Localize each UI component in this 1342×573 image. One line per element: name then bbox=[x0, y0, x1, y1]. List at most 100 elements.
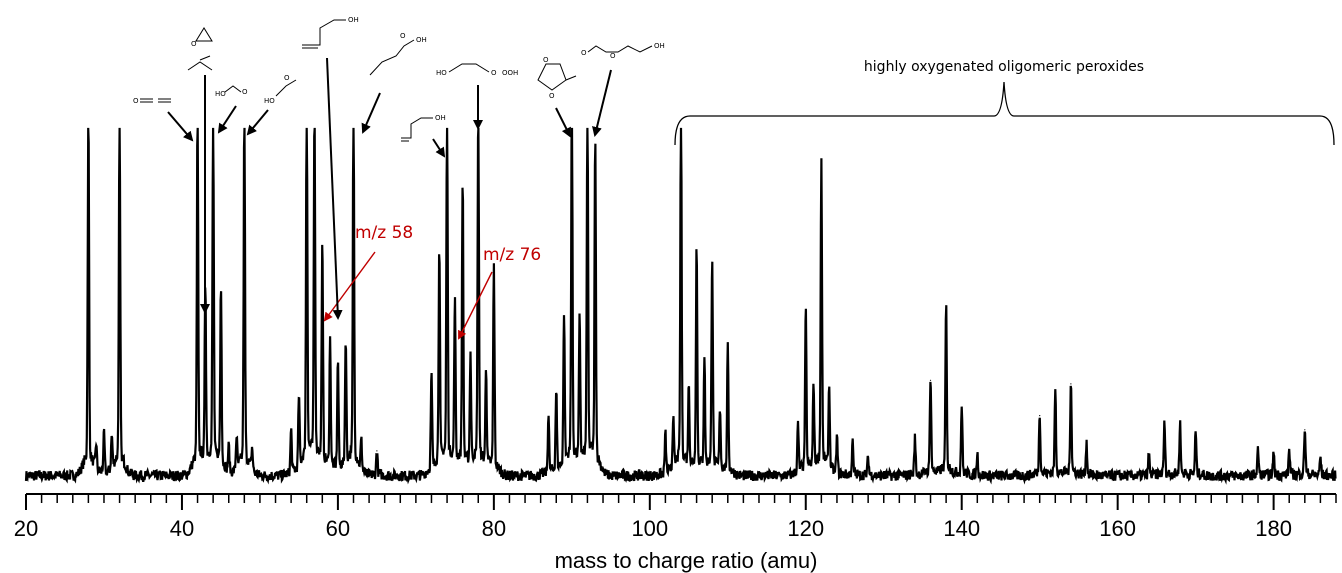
peak-102 bbox=[664, 436, 667, 438]
peak-49 bbox=[251, 453, 253, 456]
oxirane-structure-icon: O bbox=[191, 27, 213, 48]
ethyl-hydroperoxide-arrow bbox=[361, 92, 381, 134]
peak-120 bbox=[805, 319, 807, 321]
peak-63 bbox=[360, 446, 362, 448]
svg-text:O: O bbox=[610, 52, 616, 60]
svg-text:O: O bbox=[549, 92, 555, 100]
peak-56 bbox=[306, 129, 308, 131]
svg-text:OOH: OOH bbox=[502, 69, 518, 77]
peak-126 bbox=[851, 443, 854, 445]
peak-87 bbox=[547, 418, 550, 420]
peak-150 bbox=[1039, 415, 1041, 417]
peak-154 bbox=[1070, 383, 1072, 385]
svg-text:OH: OH bbox=[654, 42, 665, 50]
peak-54 bbox=[290, 432, 292, 434]
x-tick-label: 140 bbox=[943, 516, 980, 541]
peak-164 bbox=[1148, 453, 1150, 456]
peak-80 bbox=[493, 277, 495, 279]
peak-91 bbox=[579, 333, 581, 335]
methyl-dioxolane-arrow bbox=[555, 107, 571, 138]
peak-105 bbox=[688, 397, 690, 399]
peak-170 bbox=[1195, 432, 1197, 434]
x-tick-label: 80 bbox=[482, 516, 506, 541]
bracket-path bbox=[674, 81, 1335, 146]
x-tick-label: 160 bbox=[1099, 516, 1136, 541]
peak-140 bbox=[961, 408, 963, 410]
peak-152 bbox=[1054, 393, 1056, 396]
peak-73 bbox=[438, 263, 440, 265]
peak-46 bbox=[228, 450, 230, 452]
oligomer-bracket: highly oxygenated oligomeric peroxides bbox=[674, 59, 1335, 146]
hydroxypropanal-small-structure-icon: OH bbox=[401, 114, 446, 142]
svg-text:HO: HO bbox=[264, 97, 275, 105]
peak-62 bbox=[352, 129, 355, 131]
peak-28 bbox=[87, 129, 89, 131]
molecular-structures: O O HO O HO O bbox=[133, 16, 665, 320]
peak-47 bbox=[235, 443, 238, 445]
spectrum-line bbox=[24, 127, 1337, 485]
peak-110 bbox=[727, 355, 729, 357]
peak-123 bbox=[828, 393, 830, 396]
svg-text:O: O bbox=[284, 74, 290, 82]
peak-74 bbox=[446, 129, 448, 131]
peak-108 bbox=[711, 266, 713, 268]
formyloxy-hydroperoxide-structure-icon: O O OH bbox=[581, 42, 665, 60]
methyl-hydroperoxide-structure-icon: HO O bbox=[264, 74, 297, 105]
spectrum-layer bbox=[24, 127, 1337, 485]
peak-119 bbox=[797, 429, 799, 431]
svg-text:HO: HO bbox=[436, 69, 447, 77]
peak-122 bbox=[820, 178, 823, 180]
peak-186 bbox=[1319, 457, 1321, 459]
peak-58 bbox=[321, 263, 323, 265]
svg-text:O: O bbox=[581, 49, 587, 57]
x-tick-label: 180 bbox=[1255, 516, 1292, 541]
svg-text:OH: OH bbox=[348, 16, 359, 24]
peak-31 bbox=[111, 443, 113, 445]
peak-156 bbox=[1085, 443, 1088, 445]
methyl-dioxolane-structure-icon: O O bbox=[537, 56, 577, 100]
svg-text:OH: OH bbox=[435, 114, 446, 122]
peak-166 bbox=[1163, 425, 1166, 427]
hydroxypropanal-structure-icon: OH bbox=[302, 16, 359, 49]
annotation-mz76-label: m/z 76 bbox=[483, 245, 541, 265]
peak-60 bbox=[337, 369, 339, 371]
ketene-arrow bbox=[167, 111, 194, 142]
peak-45 bbox=[220, 298, 222, 300]
ketene-structure-icon: O bbox=[133, 97, 171, 105]
peak-59 bbox=[329, 351, 331, 353]
peak-104 bbox=[680, 129, 682, 131]
peak-77 bbox=[469, 369, 472, 371]
bracket-label: highly oxygenated oligomeric peroxides bbox=[864, 59, 1144, 75]
peak-65 bbox=[376, 450, 378, 452]
peak-109 bbox=[719, 415, 721, 417]
peak-90 bbox=[571, 129, 573, 131]
annotation-mz58-arrow bbox=[323, 251, 376, 322]
peak-75 bbox=[454, 316, 456, 318]
peak-76 bbox=[462, 196, 464, 198]
hydroxypropanal-small-arrow bbox=[432, 138, 446, 158]
peak-168 bbox=[1179, 425, 1181, 427]
peak-61 bbox=[345, 351, 347, 353]
peak-103 bbox=[672, 425, 674, 427]
annotation-mz58-label: m/z 58 bbox=[355, 223, 413, 243]
formyloxy-hydroperoxide-arrow bbox=[592, 69, 612, 137]
methyl-hydroperoxide-arrow bbox=[246, 109, 269, 136]
peak-93 bbox=[594, 160, 596, 163]
peak-107 bbox=[703, 369, 706, 371]
peak-55 bbox=[298, 404, 300, 406]
svg-text:O: O bbox=[242, 88, 248, 96]
peak-92 bbox=[586, 129, 589, 131]
x-tick-label: 100 bbox=[631, 516, 668, 541]
x-axis: 20 40 60 80 100 120 140 160 180 bbox=[14, 493, 1337, 541]
peak-134 bbox=[914, 439, 916, 441]
peak-184 bbox=[1304, 429, 1306, 431]
peak-78 bbox=[477, 129, 479, 131]
svg-text:HO: HO bbox=[215, 90, 226, 98]
peak-42 bbox=[196, 136, 199, 138]
svg-text:O: O bbox=[491, 69, 497, 77]
peak-121 bbox=[813, 393, 815, 396]
acetaldehyde-structure-icon bbox=[187, 55, 213, 71]
peak-29 bbox=[95, 450, 97, 452]
annotation-mz76-arrow bbox=[458, 271, 493, 340]
peak-89 bbox=[563, 326, 565, 328]
